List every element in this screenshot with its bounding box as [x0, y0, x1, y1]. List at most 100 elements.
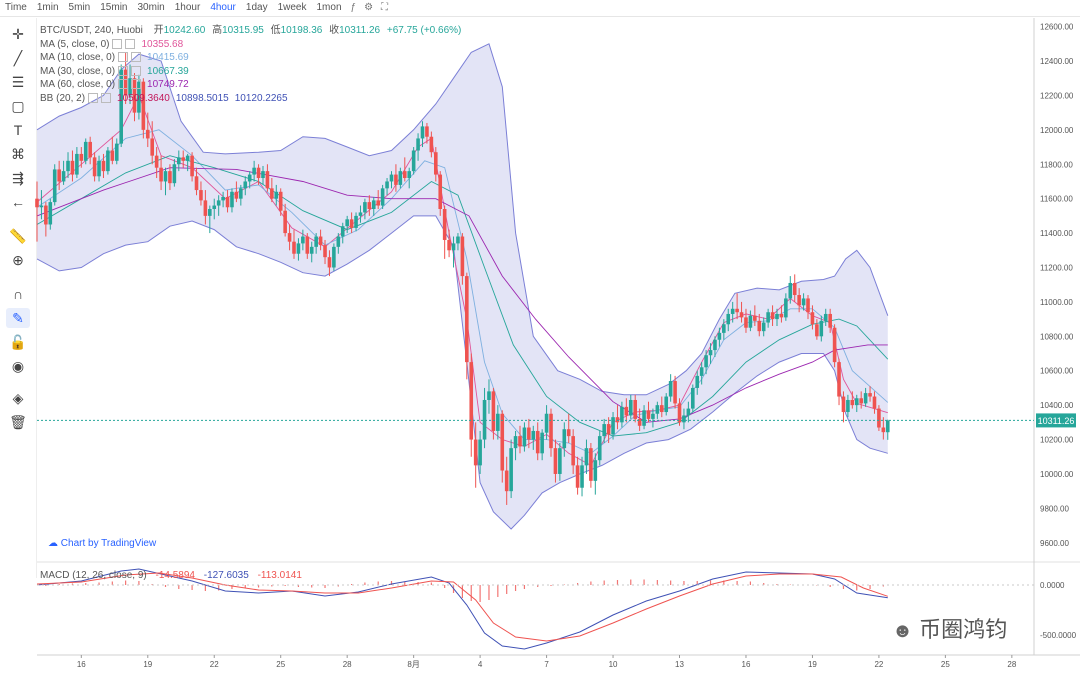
candle-body	[79, 153, 84, 161]
layers-icon[interactable]: ◈	[12, 390, 24, 406]
candle-body	[314, 236, 318, 247]
candle-body	[305, 236, 310, 254]
candle-body	[221, 196, 225, 201]
candle-body	[114, 143, 119, 161]
last-price-label: 10311.26	[1038, 416, 1075, 426]
time-tick-label: 8月	[407, 660, 419, 669]
close-box-icon[interactable]	[131, 52, 142, 63]
candle-body	[722, 324, 726, 333]
timeframe-1day[interactable]: 1day	[245, 2, 268, 13]
candle-body	[549, 413, 553, 449]
candle-body	[247, 174, 252, 182]
open-value: 10242.60	[163, 25, 206, 36]
crosshair-icon[interactable]: ✛	[12, 26, 24, 42]
ma-line	[36, 167, 888, 423]
settings-box-icon[interactable]	[118, 65, 129, 76]
candle-body	[677, 403, 682, 423]
candle-body	[469, 362, 474, 440]
candle-body	[580, 465, 584, 488]
timeframe-5min[interactable]: 5min	[68, 2, 91, 13]
indicator-row: MA (30, close, 0) 10667.39	[40, 65, 461, 79]
candle-body	[340, 226, 345, 237]
candle-body	[615, 417, 620, 423]
zoom-in-icon[interactable]: ⊕	[12, 252, 24, 268]
candle-body	[775, 313, 779, 320]
close-box-icon[interactable]	[131, 65, 142, 76]
candle-body	[239, 188, 243, 199]
indicator-list: MA (5, close, 0) 10355.68 MA (10, close, 0…	[40, 38, 461, 106]
time-tick-label: 19	[143, 660, 152, 669]
tradingview-brand[interactable]: ☁ Chart by TradingView	[48, 538, 156, 549]
candle-body	[575, 465, 580, 488]
back-arrow-icon[interactable]: ←	[11, 194, 25, 210]
candle-body	[872, 396, 877, 409]
candle-body	[646, 410, 651, 419]
timeframe-toolbar: Time 1min 5min 15min 30min 1hour 4hour 1day 1wee…	[0, 0, 1080, 17]
pattern-icon[interactable]: ⌘	[11, 146, 25, 162]
timeframe-1hour[interactable]: 1hour	[174, 2, 201, 13]
time-tick-label: 25	[941, 660, 950, 669]
candle-body	[651, 413, 655, 419]
candle-body	[39, 205, 44, 208]
candle-body	[659, 405, 664, 413]
ruler-icon[interactable]: 📏	[9, 228, 27, 244]
text-tool-icon[interactable]: T	[13, 122, 23, 138]
candle-body	[562, 429, 567, 449]
candle-body	[380, 188, 385, 206]
close-box-icon[interactable]	[131, 79, 142, 90]
indicator-label[interactable]: MA (30, close, 0)	[40, 65, 116, 77]
settings-box-icon[interactable]	[112, 38, 123, 49]
price-tick-label: 11200.00	[1040, 263, 1073, 272]
symbol-label[interactable]: BTC/USDT, 240, Huobi	[40, 25, 143, 36]
candle-body	[589, 448, 593, 481]
fullscreen-icon[interactable]: ⛶	[381, 2, 389, 13]
price-tick-label: 10400.00	[1040, 401, 1074, 410]
magnet-icon[interactable]: ∩	[12, 286, 24, 302]
draw-mode-icon[interactable]: ✎	[6, 308, 30, 328]
lock-icon[interactable]: 🔓	[9, 334, 27, 350]
rectangle-icon[interactable]: ▢	[11, 98, 25, 114]
change-value: +67.75 (+0.66%)	[386, 25, 462, 36]
settings-box-icon[interactable]	[88, 92, 99, 103]
indicators-icon[interactable]: ƒ	[350, 2, 357, 13]
trendline-icon[interactable]: ╱	[13, 50, 23, 66]
timeframe-1week[interactable]: 1week	[277, 2, 307, 13]
indicator-label[interactable]: MA (10, close, 0)	[40, 52, 116, 63]
candle-body	[606, 424, 611, 435]
candle-body	[332, 246, 336, 268]
candle-body	[770, 312, 775, 320]
timeframe-4hour[interactable]: 4hour	[210, 2, 236, 13]
timeframe-15min[interactable]: 15min	[100, 2, 128, 13]
timeframe-30min[interactable]: 30min	[137, 2, 165, 13]
price-tick-label: 10000.00	[1040, 470, 1074, 479]
eye-icon[interactable]: ◉	[11, 358, 25, 374]
candle-body	[203, 200, 208, 216]
candle-body	[885, 420, 890, 433]
timeframe-time[interactable]: Time	[5, 2, 27, 13]
indicator-label[interactable]: MA (5, close, 0)	[40, 38, 110, 50]
trash-icon[interactable]: 🗑	[9, 414, 27, 430]
settings-icon[interactable]: ⚙	[364, 2, 374, 13]
candle-body	[145, 129, 150, 139]
indicator-value: 10415.69	[147, 52, 189, 63]
candle-body	[349, 219, 354, 228]
candle-body	[336, 236, 341, 247]
indicator-value: 10120.2265	[234, 92, 288, 104]
prediction-icon[interactable]: ⇶	[12, 170, 24, 186]
indicator-label[interactable]: BB (20, 2)	[40, 92, 86, 104]
timeframe-1mon[interactable]: 1mon	[316, 2, 342, 13]
indicator-label[interactable]: MA (60, close, 0)	[40, 79, 116, 90]
close-box-icon[interactable]	[125, 38, 136, 49]
fib-retracement-icon[interactable]: ☰	[11, 74, 25, 90]
high-value: 10315.95	[222, 25, 264, 36]
bollinger-lower-line	[36, 215, 888, 530]
low-label: 低	[270, 25, 281, 36]
macd-label[interactable]: MACD (12, 26, close, 9)	[40, 570, 147, 581]
close-box-icon[interactable]	[101, 92, 112, 103]
settings-box-icon[interactable]	[118, 52, 129, 63]
timeframe-1min[interactable]: 1min	[36, 2, 59, 13]
candle-body	[287, 233, 292, 242]
candle-body	[438, 174, 443, 209]
macd-line-value: -127.6035	[203, 570, 249, 581]
settings-box-icon[interactable]	[118, 79, 129, 90]
